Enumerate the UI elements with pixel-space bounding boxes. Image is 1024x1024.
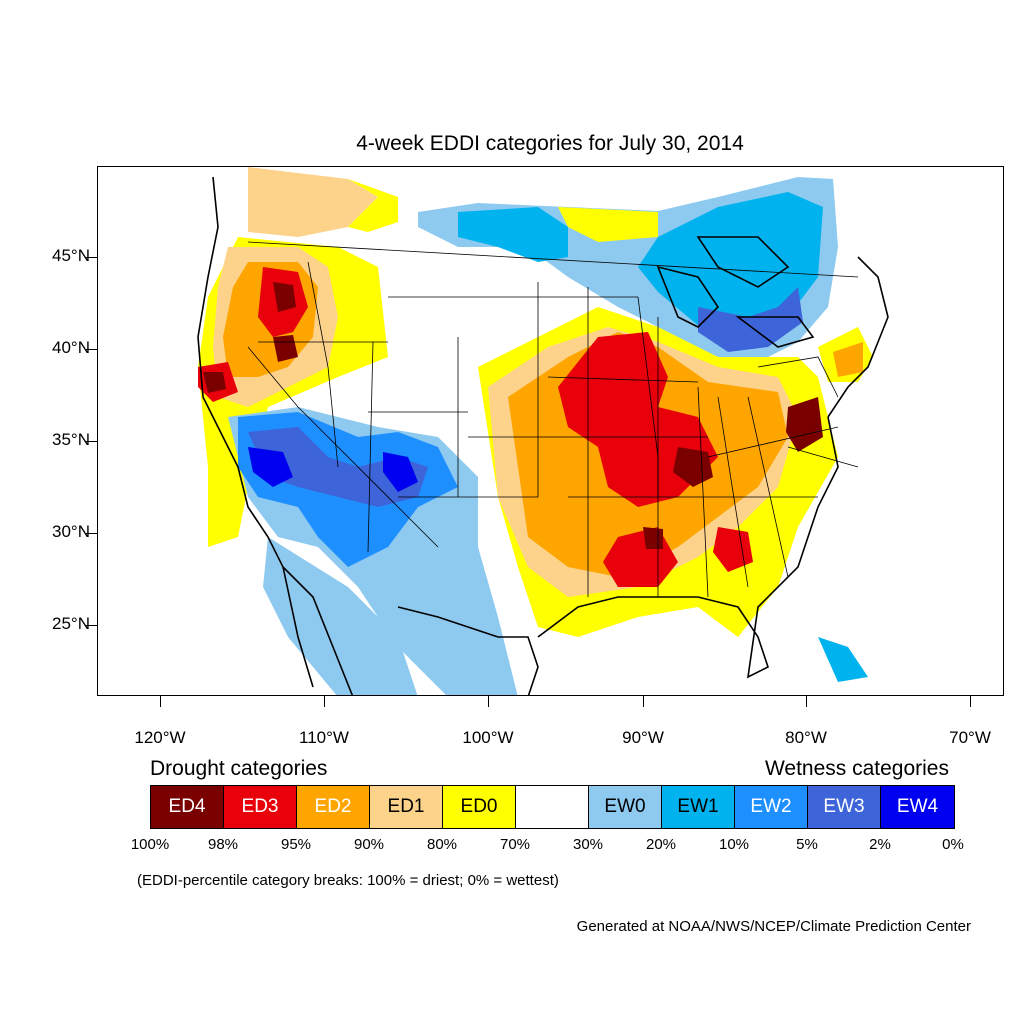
percent-break-label: 98%	[207, 836, 239, 853]
percent-break-label: 100%	[130, 836, 170, 853]
lon-label: 90°W	[622, 728, 664, 747]
credit-line: Generated at NOAA/NWS/NCEP/Climate Predi…	[576, 918, 971, 935]
eddi-map	[197, 167, 889, 695]
legend-swatch-ed3: ED3	[224, 786, 297, 828]
percent-break-label: 90%	[353, 836, 385, 853]
legend-swatch-normal	[516, 786, 589, 828]
percent-break-label: 5%	[796, 836, 818, 853]
canada-ed0-region	[348, 179, 658, 242]
northeast-ed2	[833, 342, 863, 377]
percent-break-label: 2%	[869, 836, 891, 853]
canada-ew3-region	[698, 287, 803, 352]
map-frame	[97, 166, 1004, 696]
percent-break-label: 10%	[718, 836, 750, 853]
percent-break-label: 0%	[942, 836, 964, 853]
lat-label: 45°N	[52, 246, 90, 265]
lat-tick	[86, 257, 97, 258]
lat-tick	[86, 441, 97, 442]
category-legend: ED4 ED3 ED2 ED1 ED0 EW0 EW1 EW2 EW3 EW4	[150, 785, 955, 829]
lon-tick	[324, 696, 325, 707]
legend-swatch-ed2: ED2	[297, 786, 370, 828]
lon-label: 70°W	[949, 728, 991, 747]
lat-label: 30°N	[52, 522, 90, 541]
lon-tick	[970, 696, 971, 707]
legend-swatch-ew1: EW1	[662, 786, 735, 828]
map-title: 4-week EDDI categories for July 30, 2014	[356, 132, 744, 155]
florida-ew1	[818, 637, 868, 682]
category-note: (EDDI-percentile category breaks: 100% =…	[137, 872, 559, 889]
drought-heading: Drought categories	[150, 757, 328, 780]
lat-tick	[86, 533, 97, 534]
lon-label: 110°W	[299, 728, 349, 747]
lon-tick	[488, 696, 489, 707]
canada-ew1-region	[458, 192, 823, 342]
lon-tick	[643, 696, 644, 707]
lat-tick	[86, 625, 97, 626]
coastlines	[197, 176, 889, 695]
lon-tick	[160, 696, 161, 707]
state-borders	[247, 241, 859, 598]
legend-swatch-ew2: EW2	[735, 786, 808, 828]
lat-label: 35°N	[52, 430, 90, 449]
mexico-ew0	[263, 537, 418, 695]
legend-swatch-ew3: EW3	[808, 786, 881, 828]
lon-label: 120°W	[134, 728, 186, 747]
percent-break-label: 30%	[572, 836, 604, 853]
wetness-heading: Wetness categories	[764, 757, 949, 780]
percent-break-label: 80%	[426, 836, 458, 853]
central-ed4	[643, 397, 823, 549]
lon-label: 100°W	[462, 728, 514, 747]
percent-break-label: 20%	[645, 836, 677, 853]
lat-tick	[86, 349, 97, 350]
canada-dry-region	[248, 167, 378, 237]
percent-break-label: 95%	[280, 836, 312, 853]
lon-label: 80°W	[785, 728, 827, 747]
legend-swatch-ew0: EW0	[589, 786, 662, 828]
southwest-ew4	[248, 447, 418, 492]
legend-swatch-ed0: ED0	[443, 786, 516, 828]
northwest-ed4	[203, 282, 298, 393]
central-ed3	[558, 332, 753, 587]
lat-label: 40°N	[52, 338, 90, 357]
legend-swatch-ed1: ED1	[370, 786, 443, 828]
lat-label: 25°N	[52, 614, 90, 633]
legend-swatch-ew4: EW4	[881, 786, 954, 828]
legend-swatch-ed4: ED4	[151, 786, 224, 828]
percent-break-label: 70%	[499, 836, 531, 853]
lon-tick	[806, 696, 807, 707]
